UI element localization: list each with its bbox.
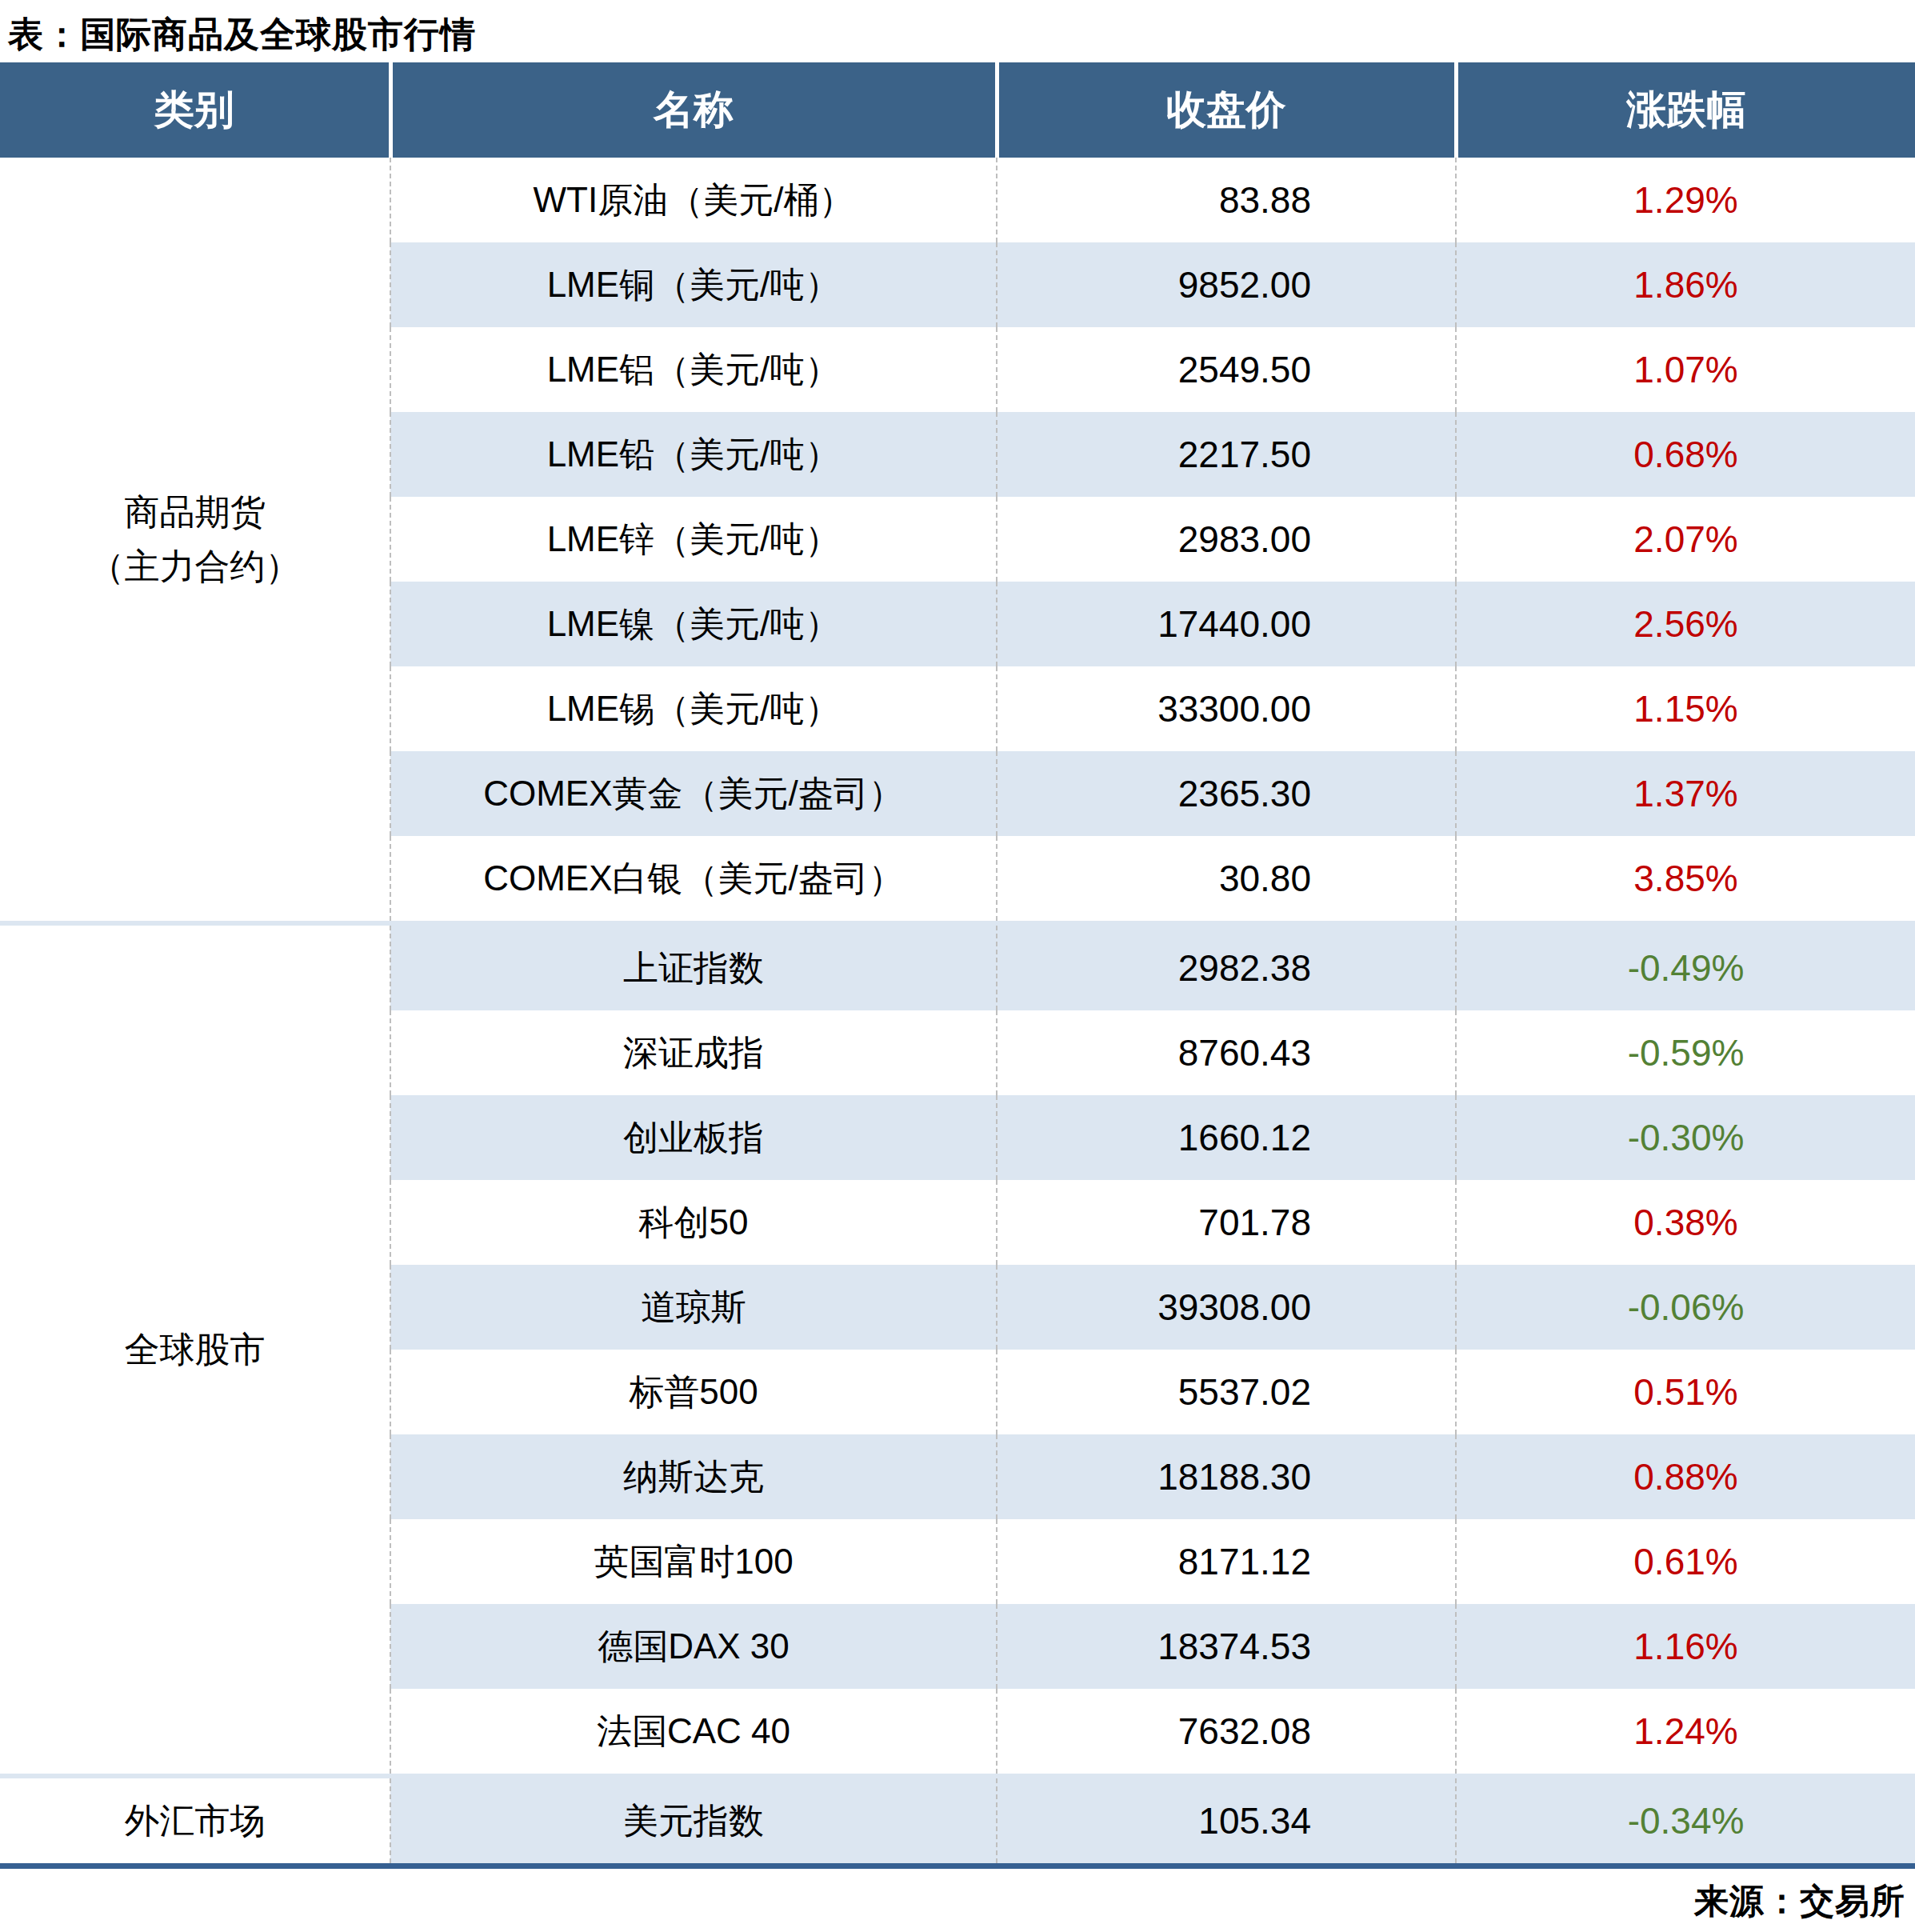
change-cell: 3.85% (1456, 836, 1915, 923)
change-cell: 2.56% (1456, 582, 1915, 666)
table-header: 类别 名称 收盘价 涨跌幅 (0, 62, 1915, 158)
header-cell-change: 涨跌幅 (1456, 62, 1915, 158)
name-cell: 法国CAC 40 (390, 1689, 997, 1776)
change-cell: -0.30% (1456, 1095, 1915, 1180)
change-cell: 2.07% (1456, 497, 1915, 582)
name-cell: 深证成指 (390, 1010, 997, 1095)
category-cell: 外汇市场 (0, 1776, 390, 1866)
report-table-page: 表：国际商品及全球股市行情 类别 名称 收盘价 涨跌幅 商品期货 （主力合约）W… (0, 0, 1915, 1932)
source-note: 来源：交易所 (0, 1878, 1915, 1925)
name-cell: COMEX白银（美元/盎司） (390, 836, 997, 923)
header-row: 类别 名称 收盘价 涨跌幅 (0, 62, 1915, 158)
change-cell: 1.24% (1456, 1689, 1915, 1776)
price-cell: 2549.50 (997, 327, 1456, 412)
table-row: 全球股市上证指数2982.38-0.49% (0, 923, 1915, 1010)
price-cell: 2983.00 (997, 497, 1456, 582)
name-cell: 英国富时100 (390, 1519, 997, 1604)
change-cell: 0.38% (1456, 1180, 1915, 1265)
category-cell: 全球股市 (0, 923, 390, 1776)
change-cell: 1.16% (1456, 1604, 1915, 1689)
change-cell: 0.51% (1456, 1350, 1915, 1434)
table-row: 外汇市场美元指数105.34-0.34% (0, 1776, 1915, 1866)
price-cell: 8760.43 (997, 1010, 1456, 1095)
name-cell: 纳斯达克 (390, 1434, 997, 1519)
name-cell: LME铝（美元/吨） (390, 327, 997, 412)
price-cell: 5537.02 (997, 1350, 1456, 1434)
price-cell: 17440.00 (997, 582, 1456, 666)
change-cell: -0.59% (1456, 1010, 1915, 1095)
price-cell: 9852.00 (997, 242, 1456, 327)
header-cell-category: 类别 (0, 62, 390, 158)
price-cell: 30.80 (997, 836, 1456, 923)
change-cell: 1.86% (1456, 242, 1915, 327)
price-cell: 2365.30 (997, 751, 1456, 836)
name-cell: WTI原油（美元/桶） (390, 158, 997, 242)
header-cell-close: 收盘价 (997, 62, 1456, 158)
name-cell: COMEX黄金（美元/盎司） (390, 751, 997, 836)
name-cell: LME锡（美元/吨） (390, 666, 997, 751)
price-cell: 2217.50 (997, 412, 1456, 497)
name-cell: LME铜（美元/吨） (390, 242, 997, 327)
price-cell: 39308.00 (997, 1265, 1456, 1350)
page-title: 表：国际商品及全球股市行情 (0, 0, 1915, 62)
header-cell-name: 名称 (390, 62, 997, 158)
price-cell: 83.88 (997, 158, 1456, 242)
change-cell: 0.61% (1456, 1519, 1915, 1604)
market-table: 类别 名称 收盘价 涨跌幅 商品期货 （主力合约）WTI原油（美元/桶）83.8… (0, 62, 1915, 1869)
price-cell: 7632.08 (997, 1689, 1456, 1776)
change-cell: 0.68% (1456, 412, 1915, 497)
change-cell: 1.29% (1456, 158, 1915, 242)
name-cell: 美元指数 (390, 1776, 997, 1866)
name-cell: LME镍（美元/吨） (390, 582, 997, 666)
change-cell: 1.37% (1456, 751, 1915, 836)
price-cell: 18374.53 (997, 1604, 1456, 1689)
change-cell: 0.88% (1456, 1434, 1915, 1519)
change-cell: 1.07% (1456, 327, 1915, 412)
table-body: 商品期货 （主力合约）WTI原油（美元/桶）83.881.29%LME铜（美元/… (0, 158, 1915, 1866)
name-cell: 上证指数 (390, 923, 997, 1010)
name-cell: LME铅（美元/吨） (390, 412, 997, 497)
change-cell: 1.15% (1456, 666, 1915, 751)
price-cell: 701.78 (997, 1180, 1456, 1265)
price-cell: 18188.30 (997, 1434, 1456, 1519)
name-cell: 科创50 (390, 1180, 997, 1265)
price-cell: 1660.12 (997, 1095, 1456, 1180)
change-cell: -0.49% (1456, 923, 1915, 1010)
price-cell: 33300.00 (997, 666, 1456, 751)
change-cell: -0.34% (1456, 1776, 1915, 1866)
name-cell: LME锌（美元/吨） (390, 497, 997, 582)
name-cell: 标普500 (390, 1350, 997, 1434)
name-cell: 德国DAX 30 (390, 1604, 997, 1689)
price-cell: 8171.12 (997, 1519, 1456, 1604)
name-cell: 道琼斯 (390, 1265, 997, 1350)
price-cell: 105.34 (997, 1776, 1456, 1866)
category-cell: 商品期货 （主力合约） (0, 158, 390, 923)
price-cell: 2982.38 (997, 923, 1456, 1010)
change-cell: -0.06% (1456, 1265, 1915, 1350)
name-cell: 创业板指 (390, 1095, 997, 1180)
table-row: 商品期货 （主力合约）WTI原油（美元/桶）83.881.29% (0, 158, 1915, 242)
